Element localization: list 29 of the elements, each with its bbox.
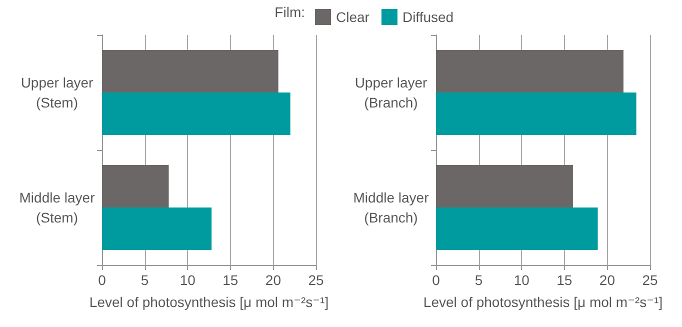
legend-title: Film: xyxy=(274,4,305,20)
x-axis-title: Level of photosynthesis [μ mol m⁻²s⁻¹] xyxy=(423,294,663,310)
x-tick-label: 25 xyxy=(308,272,324,288)
x-tick-label: 20 xyxy=(265,272,282,288)
x-axis-title: Level of photosynthesis [μ mol m⁻²s⁻¹] xyxy=(89,294,329,310)
x-tick-label: 15 xyxy=(222,272,238,288)
x-tick-label: 5 xyxy=(474,272,483,288)
x-tick-label: 25 xyxy=(642,272,658,288)
x-tick-label: 10 xyxy=(514,272,530,288)
x-tick-label: 10 xyxy=(180,272,196,288)
bar xyxy=(102,92,290,136)
legend-label: Clear xyxy=(336,9,370,25)
bar xyxy=(436,208,598,250)
x-tick-label: 15 xyxy=(556,272,572,288)
y-tick-label: Upper layer (Stem) xyxy=(20,74,94,110)
x-tick-label: 0 xyxy=(432,272,440,288)
y-tick-label: Middle layer (Branch) xyxy=(353,190,430,226)
bar xyxy=(436,164,573,208)
x-tick-label: 0 xyxy=(98,272,106,288)
bar xyxy=(102,164,169,208)
legend-label: Diffused xyxy=(402,9,454,25)
bar xyxy=(436,50,624,92)
x-tick-label: 5 xyxy=(140,272,149,288)
y-tick-label: Upper layer (Branch) xyxy=(354,74,428,110)
y-tick-label: Middle layer (Stem) xyxy=(19,190,96,226)
bar xyxy=(102,208,212,250)
bar xyxy=(102,50,278,92)
bar xyxy=(436,92,636,136)
x-tick-label: 20 xyxy=(599,272,616,288)
